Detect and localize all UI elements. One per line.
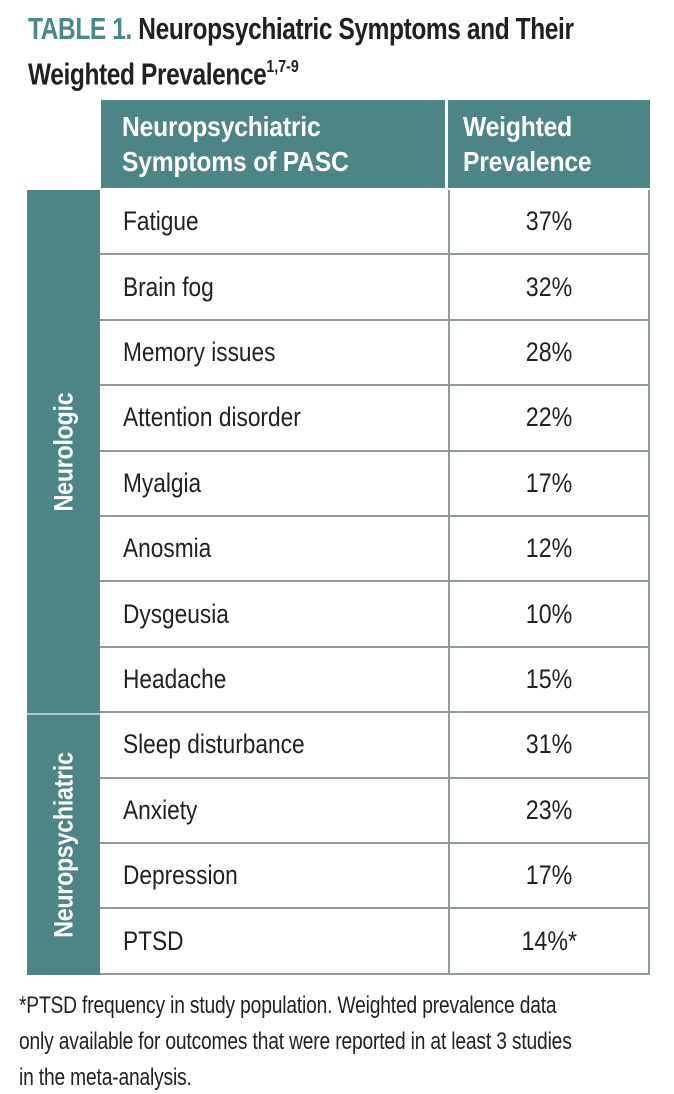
prevalence-value: 10% [525, 598, 573, 629]
prevalence-cell: 22% [448, 386, 648, 450]
symptom-label: Anosmia [123, 533, 212, 564]
prevalence-cell: 37% [448, 190, 648, 254]
symptom-label: Sleep disturbance [123, 729, 305, 760]
symptom-cell: PTSD [100, 909, 448, 972]
table-row: Dysgeusia 10% [100, 582, 650, 648]
header-cell-symptoms: Neuropsychiatric Symptoms of PASC [101, 100, 448, 188]
footnote: *PTSD frequency in study population. Wei… [19, 988, 674, 1094]
prevalence-cell: 17% [448, 844, 648, 908]
title-line1: Neuropsychiatric Symptoms and Their [138, 11, 574, 46]
prevalence-cell: 28% [448, 320, 648, 385]
symptom-label: Brain fog [123, 271, 214, 302]
symptom-label: Headache [123, 664, 227, 695]
symptom-cell: Attention disorder [100, 386, 448, 449]
prevalence-cell: 32% [448, 255, 648, 319]
prevalence-value: 14%* [521, 925, 577, 956]
symptom-cell: Anosmia [100, 517, 448, 580]
prevalence-cell: 12% [448, 517, 648, 581]
figure-title: TABLE 1. Neuropsychiatric Symptoms and T… [28, 10, 652, 93]
table-row: Fatigue 37% [100, 190, 650, 256]
symptom-label: Myalgia [123, 467, 202, 498]
prevalence-cell: 15% [448, 647, 648, 712]
symptom-cell: Brain fog [100, 255, 448, 318]
prevalence-value: 31% [525, 729, 573, 760]
table-row: Brain fog 32% [100, 255, 650, 321]
group-label-neuropsychiatric: Neuropsychiatric [48, 752, 78, 938]
symptom-cell: Anxiety [100, 779, 448, 842]
prevalence-value: 37% [525, 206, 573, 237]
prevalence-cell: 17% [448, 451, 648, 516]
table-row: Myalgia 17% [100, 451, 650, 518]
prevalence-cell: 23% [448, 778, 648, 843]
footnote-line: *PTSD frequency in study population. Wei… [19, 992, 557, 1019]
table-row: PTSD 14%* [100, 909, 650, 975]
reference-superscript: 1,7-9 [266, 56, 299, 76]
symptom-label: Depression [123, 860, 238, 891]
footnote-line: in the meta-analysis. [19, 1064, 192, 1091]
symptom-label: Memory issues [123, 337, 276, 368]
prevalence-value: 12% [525, 533, 573, 564]
symptom-cell: Depression [100, 844, 448, 907]
footnote-line: only available for outcomes that were re… [19, 1028, 572, 1055]
symptom-label: Dysgeusia [123, 598, 229, 629]
symptom-cell: Dysgeusia [100, 582, 448, 645]
symptom-label: Fatigue [123, 206, 199, 237]
group-neurologic: Neurologic [27, 190, 100, 713]
table-row: Anxiety 23% [100, 778, 650, 845]
symptom-cell: Sleep disturbance [100, 713, 448, 776]
table-header-row: Neuropsychiatric Symptoms of PASC Weight… [101, 100, 650, 188]
prevalence-value: 23% [525, 794, 573, 825]
header-cell-prevalence: Weighted Prevalence [448, 100, 653, 188]
group-label-neurologic: Neurologic [48, 392, 78, 511]
header-label-prevalence: Weighted Prevalence [463, 111, 592, 177]
symptom-label: Anxiety [123, 794, 198, 825]
group-neuropsychiatric: Neuropsychiatric [27, 713, 100, 975]
title-line2: Weighted Prevalence [28, 56, 267, 92]
header-label-symptoms: Neuropsychiatric Symptoms of PASC [122, 111, 349, 177]
group-sidebar: Neurologic Neuropsychiatric [27, 190, 100, 975]
prevalence-value: 32% [525, 271, 573, 302]
prevalence-value: 28% [525, 337, 573, 368]
prevalence-value: 22% [525, 402, 573, 433]
prevalence-cell: 31% [448, 713, 648, 777]
prevalence-value: 17% [525, 860, 573, 891]
symptom-label: Attention disorder [123, 402, 301, 433]
table-row: Headache 15% [100, 647, 650, 714]
prevalence-value: 17% [525, 467, 573, 498]
prevalence-cell: 10% [448, 582, 648, 646]
table-row: Anosmia 12% [100, 517, 650, 583]
table-row: Sleep disturbance 31% [100, 713, 650, 779]
prevalence-cell: 14%* [448, 909, 648, 973]
table-row: Attention disorder 22% [100, 386, 650, 452]
symptom-cell: Fatigue [100, 190, 448, 253]
symptom-label: PTSD [123, 925, 184, 956]
table-number: TABLE 1. [28, 11, 132, 46]
table-row: Depression 17% [100, 844, 650, 910]
table-row: Memory issues 28% [100, 320, 650, 387]
symptom-cell: Memory issues [100, 321, 448, 384]
symptom-cell: Myalgia [100, 452, 448, 515]
symptom-cell: Headache [100, 648, 448, 711]
prevalence-value: 15% [525, 664, 573, 695]
table-body: Fatigue 37% Brain fog 32% Memory issues … [100, 190, 650, 975]
